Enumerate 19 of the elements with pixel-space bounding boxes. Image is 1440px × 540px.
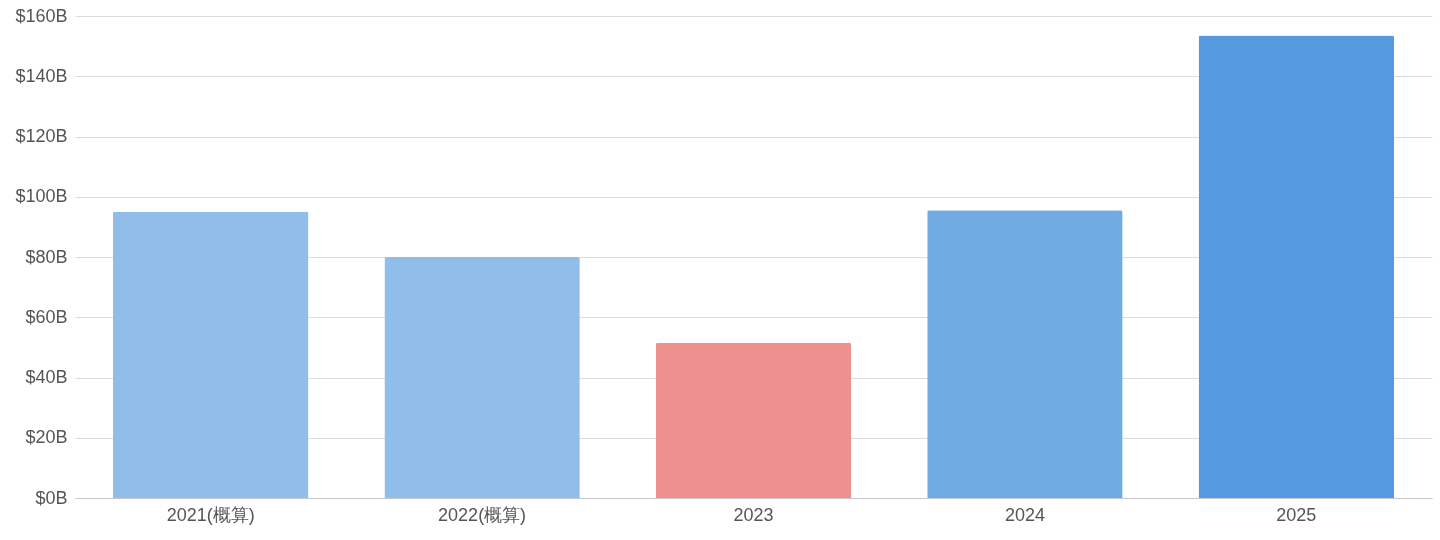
y-tick-label: $40B xyxy=(25,367,68,387)
bar xyxy=(1198,35,1394,498)
y-tick-label: $140B xyxy=(15,65,68,86)
y-tick-label: $160B xyxy=(15,5,68,26)
bar xyxy=(384,257,580,498)
y-tick-label: $100B xyxy=(15,186,68,207)
y-tick-label: $60B xyxy=(25,306,68,327)
bar xyxy=(113,211,309,498)
y-tick-label: $0B xyxy=(35,487,68,508)
x-tick-label: 2023 xyxy=(733,504,774,525)
y-tick-label: $80B xyxy=(25,246,68,267)
bar xyxy=(927,210,1123,498)
y-tick-label: $120B xyxy=(15,126,68,146)
x-tick-label: 2022(概算) xyxy=(438,504,527,525)
bar xyxy=(655,342,852,498)
x-tick-label: 2021(概算) xyxy=(166,504,255,525)
x-tick-label: 2025 xyxy=(1276,504,1317,525)
x-tick-label: 2024 xyxy=(1004,504,1045,525)
y-tick-label: $20B xyxy=(25,427,68,448)
